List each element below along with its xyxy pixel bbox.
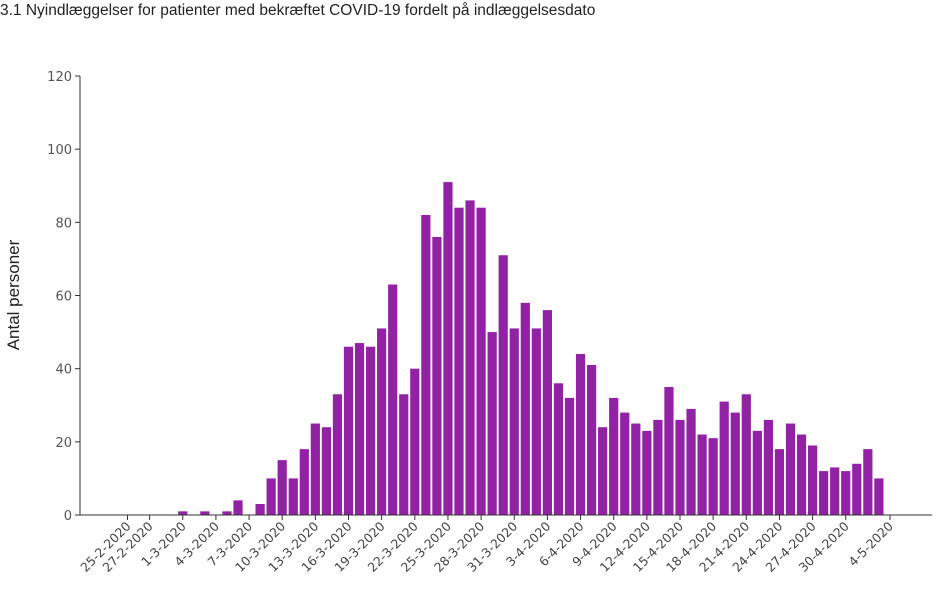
bar-12-4-2020 <box>642 430 652 515</box>
bar-17-4-2020 <box>697 434 707 515</box>
bar-7-4-2020 <box>587 365 597 515</box>
bar-16-3-2020 <box>343 346 354 515</box>
bar-18-3-2020 <box>366 346 376 515</box>
bar-11-3-2020 <box>288 478 298 515</box>
x-tick-label: 4-5-2020 <box>845 518 896 569</box>
y-tick-label: 20 <box>55 436 72 451</box>
bar-4-4-2020 <box>553 383 564 515</box>
bar-21-4-2020 <box>741 394 751 515</box>
bar-23-3-2020 <box>421 215 431 515</box>
bar-20-3-2020 <box>388 284 398 515</box>
bar-15-3-2020 <box>332 394 343 515</box>
y-tick-label: 80 <box>55 216 72 231</box>
bar-29-3-2020 <box>487 332 497 515</box>
bar-27-4-2020 <box>808 445 818 515</box>
y-tick-label: 0 <box>64 509 72 524</box>
bar-2-4-2020 <box>531 328 541 515</box>
bar-28-3-2020 <box>476 207 486 515</box>
bar-24-3-2020 <box>432 236 442 515</box>
bar-22-3-2020 <box>410 368 420 515</box>
bar-9-3-2020 <box>266 478 276 515</box>
bar-22-4-2020 <box>752 430 762 515</box>
bar-12-3-2020 <box>299 449 309 515</box>
bar-10-4-2020 <box>620 412 630 515</box>
bar-1-3-2020 <box>178 511 188 515</box>
bar-25-3-2020 <box>443 182 453 515</box>
bar-2-5-2020 <box>863 449 873 515</box>
bar-5-4-2020 <box>564 397 575 515</box>
bar-23-4-2020 <box>763 419 773 515</box>
bar-13-3-2020 <box>310 423 320 515</box>
bar-30-4-2020 <box>841 471 851 515</box>
bar-6-4-2020 <box>575 354 586 515</box>
bar-15-4-2020 <box>675 419 685 515</box>
bar-26-3-2020 <box>454 207 464 515</box>
bar-16-4-2020 <box>686 408 696 515</box>
bar-30-3-2020 <box>498 255 508 515</box>
bar-3-4-2020 <box>542 310 552 515</box>
bar-27-3-2020 <box>465 200 475 515</box>
bar-19-3-2020 <box>377 328 387 515</box>
y-tick-label: 60 <box>55 290 72 305</box>
bar-14-4-2020 <box>664 386 674 515</box>
bar-20-4-2020 <box>730 412 740 515</box>
bar-18-4-2020 <box>708 438 718 515</box>
y-tick-label: 40 <box>55 363 72 378</box>
bar-17-3-2020 <box>354 343 365 515</box>
bar-11-4-2020 <box>631 423 641 515</box>
bar-9-4-2020 <box>609 397 619 515</box>
y-tick-label: 120 <box>47 70 72 85</box>
chart-title: 3.1 Nyindlæggelser for patienter med bek… <box>0 2 596 19</box>
bar-14-3-2020 <box>321 427 331 515</box>
bar-29-4-2020 <box>830 467 840 515</box>
bar-1-5-2020 <box>852 463 862 515</box>
bar-13-4-2020 <box>653 419 663 515</box>
bar-6-3-2020 <box>233 500 243 515</box>
bar-8-3-2020 <box>255 504 265 515</box>
bar-31-3-2020 <box>509 328 519 515</box>
bar-8-4-2020 <box>598 427 608 515</box>
bar-25-4-2020 <box>785 423 796 515</box>
bar-5-3-2020 <box>222 511 232 515</box>
bar-1-4-2020 <box>520 302 530 515</box>
bar-28-4-2020 <box>819 471 829 515</box>
bar-26-4-2020 <box>796 434 807 515</box>
bar-21-3-2020 <box>399 394 409 515</box>
bar-3-5-2020 <box>874 478 884 515</box>
bar-24-4-2020 <box>774 449 785 515</box>
bar-3-3-2020 <box>200 511 210 515</box>
y-tick-label: 100 <box>47 143 72 158</box>
bar-19-4-2020 <box>719 401 729 515</box>
bar-10-3-2020 <box>277 460 287 516</box>
